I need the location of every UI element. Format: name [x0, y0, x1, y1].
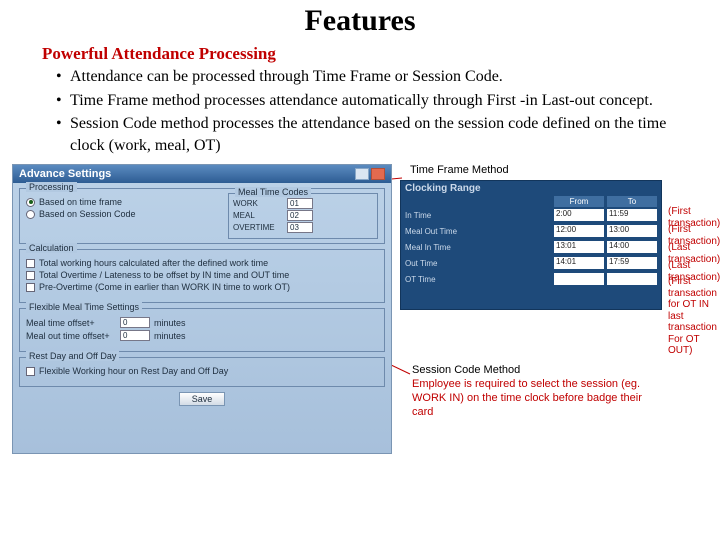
flex-row: Meal out time offset+ 0 minutes [26, 330, 378, 341]
checkbox-icon [26, 283, 35, 292]
check-label: Flexible Working hour on Rest Day and Of… [39, 366, 228, 376]
radio-label: Based on time frame [39, 197, 122, 207]
checkbox-icon [26, 259, 35, 268]
col-to: To [607, 196, 657, 207]
save-button[interactable]: Save [179, 392, 226, 406]
meal-codes-box: Meal Time Codes WORK 01 MEAL 02 OVERTIME… [228, 193, 378, 239]
clk-label: In Time [405, 211, 551, 220]
restday-group: Rest Day and Off Day Flexible Working ho… [19, 357, 385, 387]
code-input[interactable]: 03 [287, 222, 313, 233]
unit-label: minutes [154, 331, 186, 341]
flex-input[interactable]: 0 [120, 317, 150, 328]
session-note-body: Employee is required to select the sessi… [412, 378, 662, 419]
checkbox-icon [26, 271, 35, 280]
col-from: From [554, 196, 604, 207]
check-label: Pre-Overtime (Come in earlier than WORK … [39, 282, 290, 292]
check-row[interactable]: Total working hours calculated after the… [26, 258, 378, 268]
check-row[interactable]: Pre-Overtime (Come in earlier than WORK … [26, 282, 378, 292]
clk-label: Out Time [405, 259, 551, 268]
clk-row: In Time2:0011:59 [401, 207, 661, 223]
code-input[interactable]: 01 [287, 198, 313, 209]
clk-label: Meal Out Time [405, 227, 551, 236]
group-legend: Calculation [26, 243, 77, 253]
flex-label: Meal time offset+ [26, 318, 116, 328]
close-icon[interactable] [371, 168, 385, 180]
advance-settings-window: Advance Settings Processing Based on tim… [12, 164, 392, 454]
clk-cell-from[interactable] [554, 273, 604, 285]
clk-cell-to[interactable]: 14:00 [607, 241, 657, 253]
window-title: Advance Settings [19, 168, 111, 180]
clocking-range-panel: Clocking Range From To In Time2:0011:59 … [400, 180, 662, 310]
page-title: Features [0, 4, 720, 38]
panel-header: From To [401, 196, 661, 207]
clk-cell-to[interactable] [607, 273, 657, 285]
clk-cell-from[interactable]: 2:00 [554, 209, 604, 221]
radio-icon [26, 210, 35, 219]
group-legend: Meal Time Codes [235, 187, 311, 197]
check-label: Total working hours calculated after the… [39, 258, 268, 268]
window-titlebar: Advance Settings [13, 165, 391, 183]
clk-cell-from[interactable]: 12:00 [554, 225, 604, 237]
code-input[interactable]: 02 [287, 210, 313, 221]
check-label: Total Overtime / Lateness to be offset b… [39, 270, 289, 280]
clk-cell-to[interactable]: 17:59 [607, 257, 657, 269]
panel-title: Clocking Range [401, 181, 661, 196]
radio-label: Based on Session Code [39, 209, 136, 219]
code-label: MEAL [233, 211, 283, 220]
checkbox-icon [26, 367, 35, 376]
bullet-item: Time Frame method processes attendance a… [56, 90, 680, 112]
flexible-meal-group: Flexible Meal Time Settings Meal time of… [19, 308, 385, 352]
help-icon[interactable] [355, 168, 369, 180]
bullet-item: Session Code method processes the attend… [56, 113, 680, 156]
clk-row: Out Time14:0117:59 [401, 255, 661, 271]
clk-cell-to[interactable]: 11:59 [607, 209, 657, 221]
group-legend: Flexible Meal Time Settings [26, 302, 142, 312]
bullet-list: Attendance can be processed through Time… [56, 66, 680, 156]
clk-cell-from[interactable]: 14:01 [554, 257, 604, 269]
flex-row: Meal time offset+ 0 minutes [26, 317, 378, 328]
processing-group: Processing Based on time frame Based on … [19, 188, 385, 244]
check-row[interactable]: Total Overtime / Lateness to be offset b… [26, 270, 378, 280]
code-label: OVERTIME [233, 223, 283, 232]
clk-label: OT Time [405, 275, 551, 284]
code-row: WORK 01 [233, 198, 373, 209]
bullet-item: Attendance can be processed through Time… [56, 66, 680, 88]
clk-cell-from[interactable]: 13:01 [554, 241, 604, 253]
annot-ot: (First transaction for OT IN last transa… [668, 276, 720, 357]
clk-cell-to[interactable]: 13:00 [607, 225, 657, 237]
group-legend: Processing [26, 182, 77, 192]
clk-label: Meal In Time [405, 243, 551, 252]
radio-icon [26, 198, 35, 207]
check-row[interactable]: Flexible Working hour on Rest Day and Of… [26, 366, 378, 376]
code-label: WORK [233, 199, 283, 208]
session-code-note: Session Code Method Employee is required… [412, 364, 662, 419]
clk-row: Meal Out Time12:0013:00 [401, 223, 661, 239]
flex-input[interactable]: 0 [120, 330, 150, 341]
group-legend: Rest Day and Off Day [26, 351, 119, 361]
method-label-session: Session Code Method [412, 364, 662, 378]
method-label-timeframe: Time Frame Method [410, 164, 509, 177]
unit-label: minutes [154, 318, 186, 328]
clk-row: Meal In Time13:0114:00 [401, 239, 661, 255]
clk-row: OT Time [401, 271, 661, 287]
code-row: MEAL 02 [233, 210, 373, 221]
calculation-group: Calculation Total working hours calculat… [19, 249, 385, 303]
flex-label: Meal out time offset+ [26, 331, 116, 341]
section-subtitle: Powerful Attendance Processing [42, 44, 720, 64]
code-row: OVERTIME 03 [233, 222, 373, 233]
